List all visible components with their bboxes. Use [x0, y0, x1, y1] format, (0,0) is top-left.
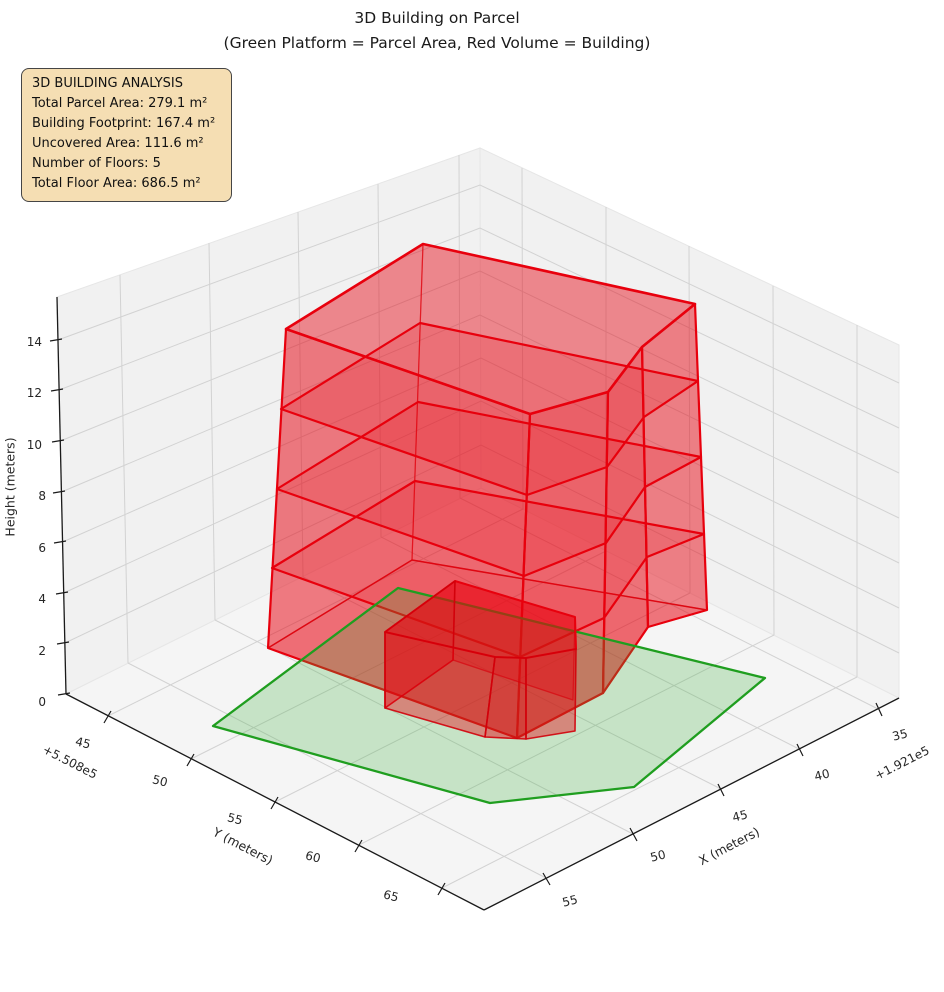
z-tick-6: 6 — [38, 541, 46, 555]
info-building-footprint: Building Footprint: 167.4 m² — [32, 116, 216, 131]
x-axis-tick-marks — [542, 702, 883, 886]
z-tick-0: 0 — [38, 695, 46, 709]
x-axis-spine — [483, 697, 900, 911]
info-number-of-floors: Number of Floors: 5 — [32, 156, 161, 171]
z-tick-14: 14 — [26, 335, 42, 349]
parcel-platform — [211, 586, 767, 805]
z-tick-10: 10 — [26, 438, 42, 452]
building-right-wall — [640, 302, 709, 629]
analysis-info-box: 3D BUILDING ANALYSIS Total Parcel Area: … — [21, 68, 232, 202]
z-axis-tick-marks — [49, 338, 71, 696]
grid-floor — [107, 497, 879, 889]
axis-spines — [49, 296, 900, 911]
building-base-prism — [384, 580, 577, 740]
z-tick-8: 8 — [38, 489, 46, 503]
base-right-wall — [525, 648, 577, 740]
chart-subtitle: (Green Platform = Parcel Area, Red Volum… — [223, 34, 651, 52]
building-roof-face — [284, 242, 697, 416]
z-axis-label: Height (meters) — [2, 437, 18, 537]
grid-left-wall-vertical — [119, 154, 461, 664]
z-tick-4: 4 — [38, 592, 46, 606]
grid-right-wall-vertical — [521, 167, 858, 677]
info-uncovered-area: Uncovered Area: 111.6 m² — [32, 136, 204, 151]
z-tick-2: 2 — [38, 644, 46, 658]
chart-title: 3D Building on Parcel — [354, 9, 520, 27]
info-box-title: 3D BUILDING ANALYSIS — [32, 76, 184, 91]
z-axis-spine — [56, 296, 67, 695]
info-total-floor-area: Total Floor Area: 686.5 m² — [32, 176, 201, 191]
info-parcel-area: Total Parcel Area: 279.1 m² — [32, 96, 208, 111]
y-axis-tick-marks — [103, 710, 446, 896]
grid-z — [57, 184, 900, 654]
grid-lines — [57, 154, 900, 889]
z-tick-12: 12 — [26, 386, 42, 400]
